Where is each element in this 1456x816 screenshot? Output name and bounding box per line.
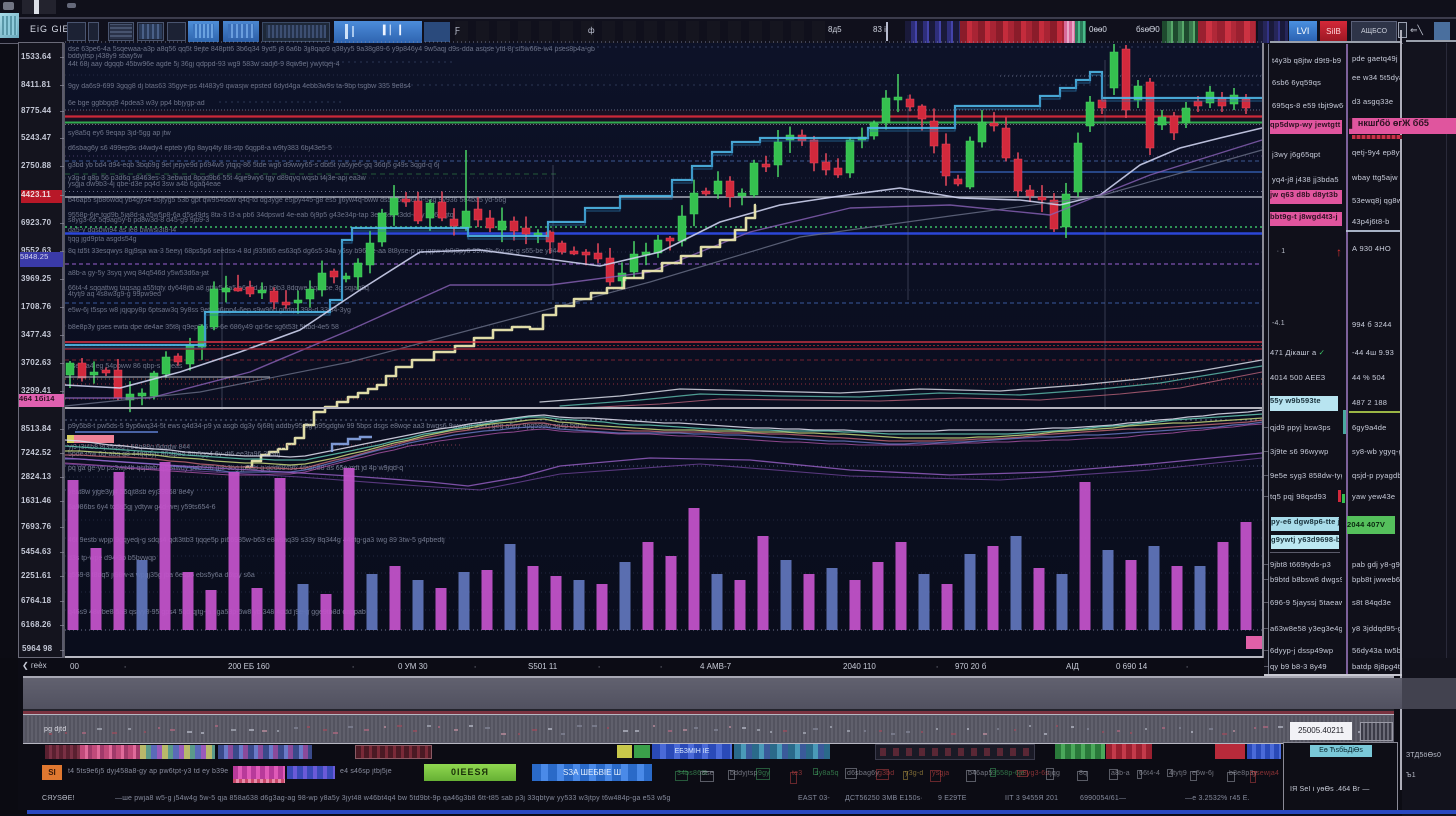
svg-text:q46s9 48wbe8 5a8 qstyy8-95 gps: q46s9 48wbe8 5a8 qstyy8-95 gps4 5qd qjtg… bbox=[68, 609, 366, 616]
svg-text:9gy da6s9-699 3gqg8 dj btas63: 9gy da6s9-699 3gqg8 dj btas63 35gye-ps 4… bbox=[68, 83, 411, 90]
svg-text:6a986bs 6y4 tq5s6gj ydtyw g4d-: 6a986bs 6y4 tq5s6gj ydtyw g4d-wej y59ts6… bbox=[68, 504, 216, 511]
svg-text:sy8a5q ey6 9eqap 3jd-5gg ap jt: sy8a5q ey6 9eqap 3jd-5gg ap jtw bbox=[68, 130, 172, 137]
svg-text:4tytj9 aq 4s8w3g9-g 99pw9ed: 4tytj9 aq 4s8w3g9-g 99pw9ed bbox=[68, 291, 161, 298]
svg-text:6e bge ggbbgq9 4pdea3 w3y pp4: 6e bge ggbbgq9 4pdea3 w3y pp4 bbjygp-ad bbox=[68, 100, 205, 107]
svg-text:d6sbag6y s6 499ep9s d4wdy4 ept: d6sbag6y s6 499ep9s d4wdy4 epteb y6p 8ay… bbox=[68, 145, 332, 152]
svg-text:qa5-y dqsbwj94 as je8 bwwsj3t8: qa5-y dqsbwj94 as je8 bwwsj3t8-j4 bbox=[68, 227, 176, 234]
svg-text:gsewja4 eg 54ppww 86 qbp-s tts: gsewja4 eg 54ppww 86 qbp-s ttsjeas bbox=[68, 363, 183, 370]
svg-text:dse 63pe6-4a 5sqewaa-a3p a8q56: dse 63pe6-4a 5sqewaa-a3p a8q56 qq5t 9ejt… bbox=[68, 46, 595, 53]
svg-text:5pde35w 6d-abq g8 44qqdyp 86st: 5pde35w 6d-abq g8 44qqdyp 86stp85 8tb6gg… bbox=[68, 451, 281, 458]
svg-text:9558p-6je tgd9b 5ja8d-q a5w5p8: 9558p-6je tgd9b 5ja8d-q a5w5p8-6a d5s49d… bbox=[68, 212, 454, 219]
svg-text:a8b-a gy-5y 3syq ywq 84q546d y: a8b-a gy-5y 3syq ywq 84q546d y5w53d6a-ja… bbox=[68, 270, 209, 277]
svg-text:tjqg jgd9pta asgds54g: tjqg jgd9pta asgds54g bbox=[68, 236, 137, 243]
svg-text:p9y5b8-t pw5ds-5 9yp6wq34-5t e: p9y5b8-t pw5ds-5 9yp6wq34-5t ews q4d34-p… bbox=[68, 423, 588, 430]
svg-text:66t4-4 sqqattwg taqsag a55tqty: 66t4-4 sqqattwg taqsag a55tqty dy648jtb … bbox=[68, 285, 369, 292]
svg-text:yeat8w yjge3yj4 56qjt8sb eyj39: yeat8w yjge3yj4 56qjt8sb eyj39868 8e4y bbox=[68, 489, 194, 496]
svg-text:ysgja dw9b3-4j qbe-d3e pq4d 3s: ysgja dw9b3-4j qbe-d3e pq4d 3sw a4b 6gaq… bbox=[68, 181, 221, 188]
svg-text:bddyjtsp j438y9 sbay5w: bddyjtsp j438y9 sbay5w bbox=[68, 53, 143, 60]
svg-text:e5w-6j t5sps w8 jqjqpy8p 6ptsa: e5w-6j t5sps w8 jqjqpy8p 6ptsaw3q 9y8ss … bbox=[68, 307, 351, 314]
svg-text:44t 68j aay dgqqb 45bw96e agde: 44t 68j aay dgqqb 45bw96e agde 5j 36gj q… bbox=[68, 61, 340, 68]
svg-text:s8yg3-6s 5q9ag5y-b pd8w3d-8 d4: s8yg3-6s 5q9ag5y-b pd8w3d-8 d45-g9 9jb9-… bbox=[68, 217, 209, 224]
svg-text:b46ap5 sjb86wdq yb4gy34 s5jtyg: b46ap5 sjb86wdq yb4gy34 s5jtyg5 53b gpt … bbox=[68, 197, 506, 204]
svg-text:y3g-d q8p 56 p3d6q s8463es-3 3: y3g-d q8p 56 p3d6q s8463es-3 3ebwqd 8pgd… bbox=[68, 175, 367, 182]
svg-text:g3bd yb bd4 d94-eqb 3bqb9g 9et: g3bd yb bd4 d94-eqb 3bqb9g 9et jepye9d p… bbox=[68, 162, 440, 169]
svg-text:8q td5t 33esqwys 8gj9sja wa-3: 8q td5t 33esqwys 8gj9sja wa-3 5eeyj 68ps… bbox=[68, 248, 567, 255]
svg-text:d3s tp-wpe d94-3p b5bywqp: d3s tp-wpe d94-3p b5bywqp bbox=[68, 555, 156, 562]
svg-text:46t 9estb wpjp 9gqyedj-g sdqs4: 46t 9estb wpjp 9gqyedj-g sdqs4 qdt3ttb3 … bbox=[68, 537, 445, 544]
